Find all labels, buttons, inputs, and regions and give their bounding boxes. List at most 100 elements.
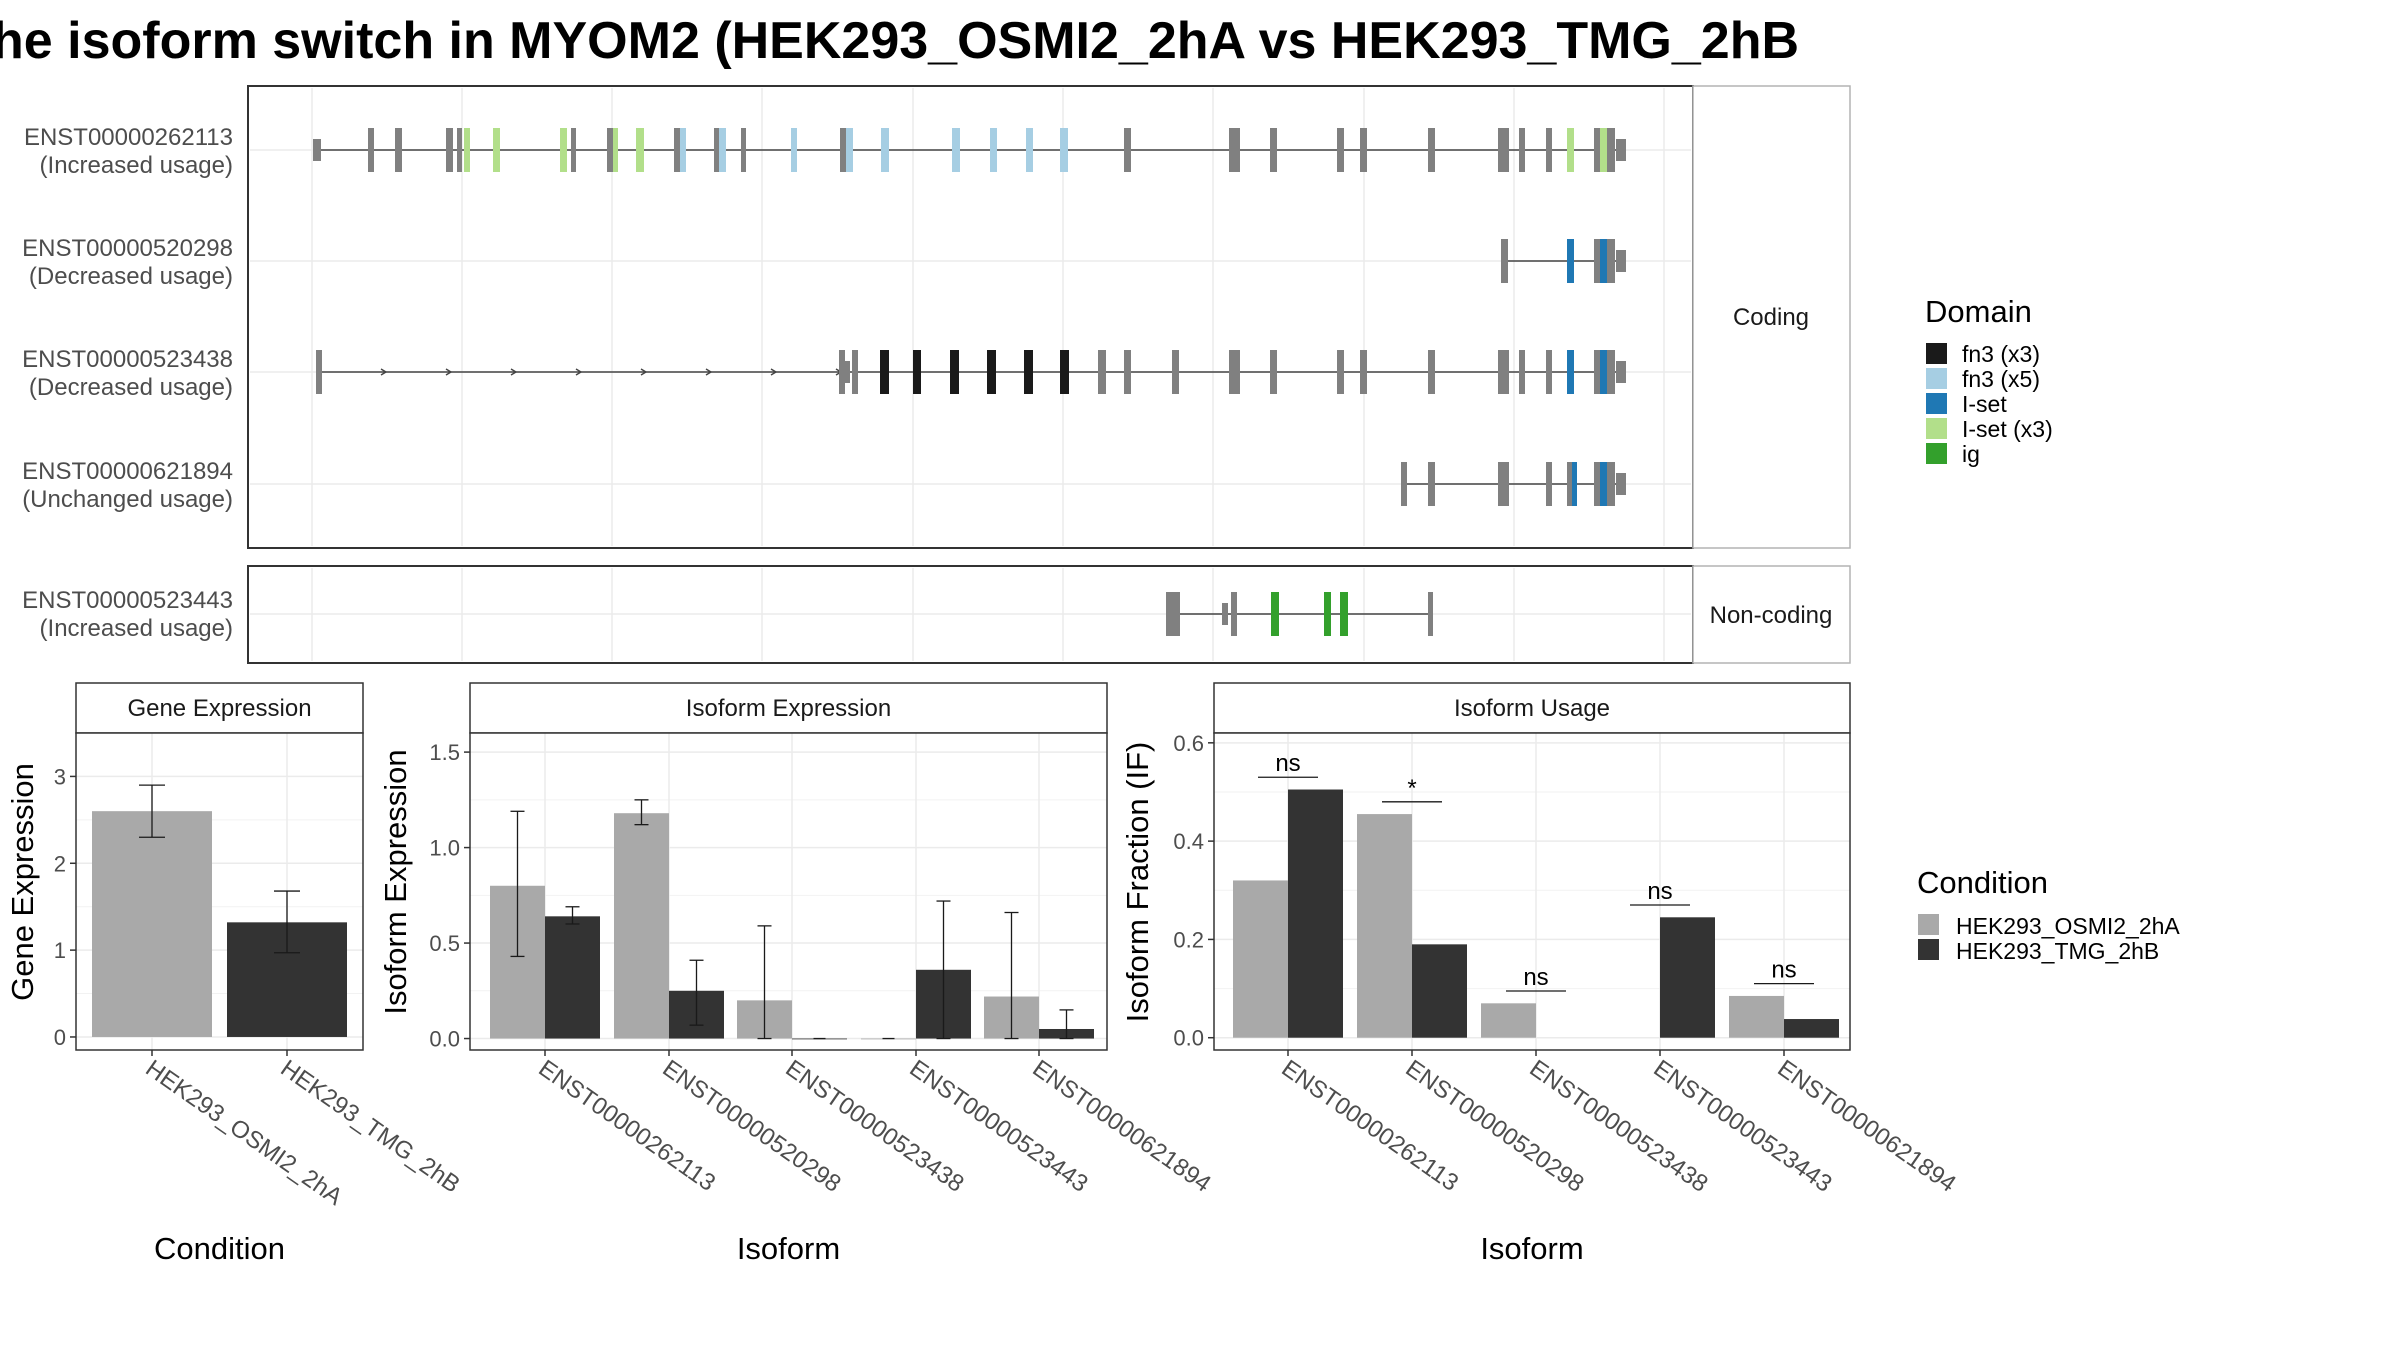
exon xyxy=(791,128,797,172)
exon xyxy=(1337,128,1344,172)
transcript-label-2: ENST00000520298 (Decreased usage) xyxy=(22,235,233,290)
exon xyxy=(313,139,321,161)
exon xyxy=(1600,128,1607,172)
bar xyxy=(1412,944,1467,1038)
bar xyxy=(1660,917,1715,1038)
exon xyxy=(1124,350,1131,394)
significance-label: ns xyxy=(1771,957,1796,984)
exon xyxy=(913,350,921,394)
significance-label: ns xyxy=(1275,750,1300,777)
legend-label-fn3-x3: fn3 (x3) xyxy=(1962,341,2040,367)
exon xyxy=(1231,592,1237,636)
exon xyxy=(1270,350,1277,394)
y-tick-label: 0.5 xyxy=(429,931,460,956)
exon xyxy=(881,128,889,172)
exon xyxy=(1340,592,1348,636)
bar xyxy=(1481,1003,1536,1038)
exon xyxy=(316,350,322,394)
transcript-label-1: ENST00000262113 (Increased usage) xyxy=(24,124,233,179)
significance-label: * xyxy=(1407,775,1416,802)
transcript-label-4: ENST00000621894 (Unchanged usage) xyxy=(22,458,233,513)
legend-swatch-fn3-x3 xyxy=(1926,343,1947,364)
transcript-id: ENST00000621894 xyxy=(22,458,233,485)
strand-arrow xyxy=(575,368,583,376)
exon xyxy=(1229,350,1240,394)
structure-panel-coding xyxy=(247,85,1694,549)
legend-label-iset-x3: I-set (x3) xyxy=(1962,416,2053,442)
isoform-usage-chart: Isoform Usage Isoform Isoform Fraction (… xyxy=(1120,682,1961,1266)
structure-tracks xyxy=(313,128,1626,636)
y-tick-label: 0.2 xyxy=(1173,927,1204,952)
exon xyxy=(1600,350,1607,394)
exon xyxy=(1498,128,1509,172)
exon xyxy=(990,128,997,172)
legend-label-fn3-x5: fn3 (x5) xyxy=(1962,366,2040,392)
exon xyxy=(846,128,853,172)
exon xyxy=(741,128,746,172)
exon xyxy=(1616,473,1626,495)
exon xyxy=(714,128,721,172)
chart1-strip xyxy=(75,682,364,734)
exon xyxy=(1572,462,1577,506)
y-tick-label: 3 xyxy=(54,764,66,789)
exon xyxy=(1567,239,1574,283)
legend-label-cond-b: HEK293_TMG_2hB xyxy=(1956,938,2159,964)
legend-swatch-iset-x3 xyxy=(1926,418,1947,439)
domain-legend: Domain fn3 (x3) fn3 (x5) I-set I-set (x3… xyxy=(1925,294,2053,467)
condition-legend-title: Condition xyxy=(1917,865,2048,900)
exon xyxy=(1026,128,1033,172)
exon xyxy=(571,128,576,172)
exon xyxy=(950,350,959,394)
exon xyxy=(1600,462,1607,506)
exon xyxy=(1616,361,1626,383)
exon xyxy=(1616,139,1626,161)
exon xyxy=(1594,239,1601,283)
exon xyxy=(1166,592,1180,636)
transcript-id: ENST00000262113 xyxy=(24,124,233,151)
exon xyxy=(1124,128,1131,172)
bar xyxy=(92,811,212,1037)
exon xyxy=(952,128,960,172)
exon xyxy=(1024,350,1033,394)
strand-arrow xyxy=(770,368,778,376)
strand-arrow xyxy=(510,368,518,376)
bar xyxy=(1729,995,1784,1038)
strand-arrow xyxy=(445,368,453,376)
exon xyxy=(1546,128,1552,172)
condition-legend: Condition HEK293_OSMI2_2hA HEK293_TMG_2h… xyxy=(1917,865,2180,964)
exon xyxy=(1271,592,1279,636)
bar xyxy=(1357,814,1412,1038)
exon xyxy=(1607,239,1615,283)
exon xyxy=(1098,350,1106,394)
transcript-label-3: ENST00000523438 (Decreased usage) xyxy=(22,346,233,401)
exon xyxy=(1519,350,1525,394)
strand-arrow xyxy=(705,368,713,376)
exon xyxy=(1546,350,1552,394)
transcript-usage: (Decreased usage) xyxy=(29,374,233,401)
exon xyxy=(446,128,453,172)
legend-swatch-cond-a xyxy=(1918,914,1939,935)
exon xyxy=(1594,462,1601,506)
y-tick-label: 0.6 xyxy=(1173,731,1204,756)
y-tick-label: 1.5 xyxy=(429,740,460,765)
exon xyxy=(1607,462,1615,506)
strip-noncoding-label: Non-coding xyxy=(1710,602,1833,629)
exon xyxy=(1060,128,1068,172)
transcript-id: ENST00000523438 xyxy=(22,346,233,373)
strip-noncoding xyxy=(1692,565,1851,664)
exon xyxy=(613,128,618,172)
exon xyxy=(1501,239,1508,283)
exon xyxy=(493,128,500,172)
exon xyxy=(1519,128,1525,172)
bar xyxy=(1288,789,1343,1038)
transcript-usage: (Unchanged usage) xyxy=(22,486,233,513)
chart3-title: Isoform Usage xyxy=(1454,695,1610,722)
exon xyxy=(1567,350,1574,394)
legend-label-ig: ig xyxy=(1962,441,1980,467)
transcript-id: ENST00000520298 xyxy=(22,235,233,262)
plot-border xyxy=(75,732,364,1051)
exon xyxy=(1567,462,1572,506)
exon xyxy=(1222,603,1228,625)
y-tick-label: 0.0 xyxy=(429,1027,460,1052)
